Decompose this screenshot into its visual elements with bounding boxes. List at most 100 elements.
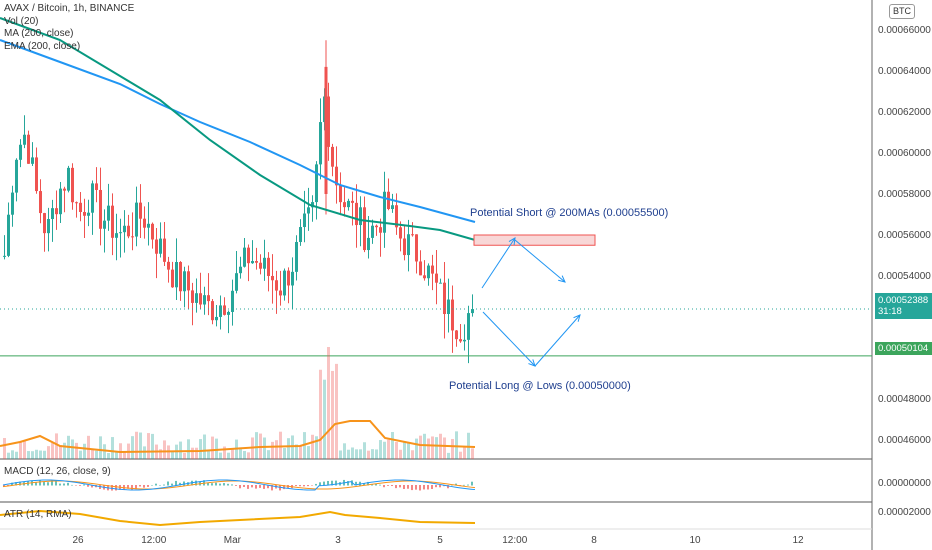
candle-body[interactable] — [103, 220, 106, 229]
candle-body[interactable] — [3, 255, 6, 257]
candle-body[interactable] — [15, 159, 18, 193]
candle-body[interactable] — [395, 205, 398, 228]
candle-body[interactable] — [139, 202, 142, 219]
candle-body[interactable] — [303, 213, 306, 228]
candle-body[interactable] — [211, 301, 214, 321]
candle-body[interactable] — [107, 205, 110, 221]
candle-body[interactable] — [451, 299, 454, 331]
candle-body[interactable] — [27, 134, 30, 164]
candle-body[interactable] — [35, 157, 38, 192]
candle-body[interactable] — [71, 167, 74, 203]
candle-body[interactable] — [23, 134, 26, 145]
symbol-title[interactable]: AVAX / Bitcoin, 1h, BINANCE — [4, 3, 135, 14]
candle-body[interactable] — [219, 305, 222, 317]
candle-body[interactable] — [335, 166, 338, 186]
candle-body[interactable] — [11, 192, 14, 215]
candle-body[interactable] — [355, 202, 358, 226]
candle-body[interactable] — [7, 214, 10, 256]
candle-body[interactable] — [399, 227, 402, 239]
candle-body[interactable] — [63, 188, 66, 191]
candle-body[interactable] — [199, 293, 202, 305]
ema-legend[interactable]: EMA (200, close) — [4, 40, 81, 52]
ma-legend[interactable]: MA (200, close) — [4, 28, 74, 39]
candle-body[interactable] — [391, 205, 394, 210]
long-arrow-up[interactable] — [534, 314, 581, 367]
candle-body[interactable] — [239, 266, 242, 274]
candle-body[interactable] — [259, 262, 262, 269]
candle-body[interactable] — [443, 282, 446, 315]
candle-body[interactable] — [83, 211, 86, 216]
candle-body[interactable] — [431, 265, 434, 274]
candle-body[interactable] — [171, 269, 174, 288]
candle-body[interactable] — [67, 167, 70, 191]
candle-body[interactable] — [307, 207, 310, 214]
candle-body[interactable] — [447, 299, 450, 315]
candle-body[interactable] — [31, 157, 34, 164]
candle-body[interactable] — [299, 227, 302, 242]
candle-body[interactable] — [115, 233, 118, 238]
candle-body[interactable] — [279, 290, 282, 296]
candle-body[interactable] — [143, 218, 146, 228]
candle-body[interactable] — [127, 225, 130, 237]
candle-body[interactable] — [275, 280, 278, 291]
candle-body[interactable] — [455, 330, 458, 340]
macd-legend[interactable]: MACD (12, 26, close, 9) — [4, 466, 111, 477]
candle-body[interactable] — [75, 202, 78, 204]
candle-body[interactable] — [403, 238, 406, 256]
candle-body[interactable] — [159, 238, 162, 254]
candle-body[interactable] — [387, 191, 390, 210]
candle-body[interactable] — [459, 339, 462, 342]
candle-body[interactable] — [327, 96, 330, 147]
candle-body[interactable] — [331, 146, 334, 167]
candle-body[interactable] — [315, 164, 318, 203]
candle-body[interactable] — [375, 225, 378, 228]
candle-body[interactable] — [423, 275, 426, 279]
candle-body[interactable] — [39, 191, 42, 214]
candle-body[interactable] — [131, 236, 134, 238]
candle-body[interactable] — [187, 271, 190, 291]
candle-body[interactable] — [223, 305, 226, 315]
candle-body[interactable] — [163, 238, 166, 262]
vol-legend[interactable]: Vol (20) — [4, 15, 39, 27]
candle-body[interactable] — [363, 207, 366, 251]
short-arrow-down[interactable] — [514, 239, 566, 283]
candle-body[interactable] — [99, 189, 102, 229]
candle-body[interactable] — [119, 232, 122, 234]
candle-body[interactable] — [411, 234, 414, 236]
candle-body[interactable] — [283, 270, 286, 296]
candle-body[interactable] — [343, 202, 346, 208]
candle-body[interactable] — [407, 234, 410, 256]
candle-body[interactable] — [135, 202, 138, 237]
candle-body[interactable] — [463, 339, 466, 342]
candle-body[interactable] — [195, 293, 198, 303]
candle-body[interactable] — [435, 273, 438, 283]
candle-body[interactable] — [155, 239, 158, 254]
short-arrow-up[interactable] — [481, 237, 516, 289]
candle-body[interactable] — [235, 273, 238, 291]
candle-body[interactable] — [79, 202, 82, 212]
candle-body[interactable] — [19, 144, 22, 160]
candle-body[interactable] — [87, 212, 90, 216]
candle-body[interactable] — [191, 290, 194, 303]
candle-body[interactable] — [51, 208, 54, 220]
candle-body[interactable] — [123, 225, 126, 233]
candle-body[interactable] — [351, 200, 354, 203]
candle-body[interactable] — [383, 191, 386, 233]
long-arrow-down[interactable] — [482, 311, 536, 367]
candle-body[interactable] — [59, 188, 62, 215]
candle-body[interactable] — [43, 213, 46, 234]
candle-body[interactable] — [47, 219, 50, 234]
candle-body[interactable] — [55, 208, 58, 215]
candle-body[interactable] — [207, 295, 210, 302]
candle-body[interactable] — [227, 311, 230, 315]
candle-body[interactable] — [324, 66, 328, 194]
short-zone-box[interactable] — [473, 234, 596, 246]
candle-body[interactable] — [339, 185, 342, 203]
candle-body[interactable] — [251, 261, 254, 264]
candle-body[interactable] — [367, 237, 370, 251]
candle-body[interactable] — [111, 205, 114, 238]
candle-body[interactable] — [255, 261, 258, 263]
candle-body[interactable] — [427, 265, 430, 279]
candle-body[interactable] — [147, 223, 150, 228]
candle-body[interactable] — [379, 227, 382, 233]
